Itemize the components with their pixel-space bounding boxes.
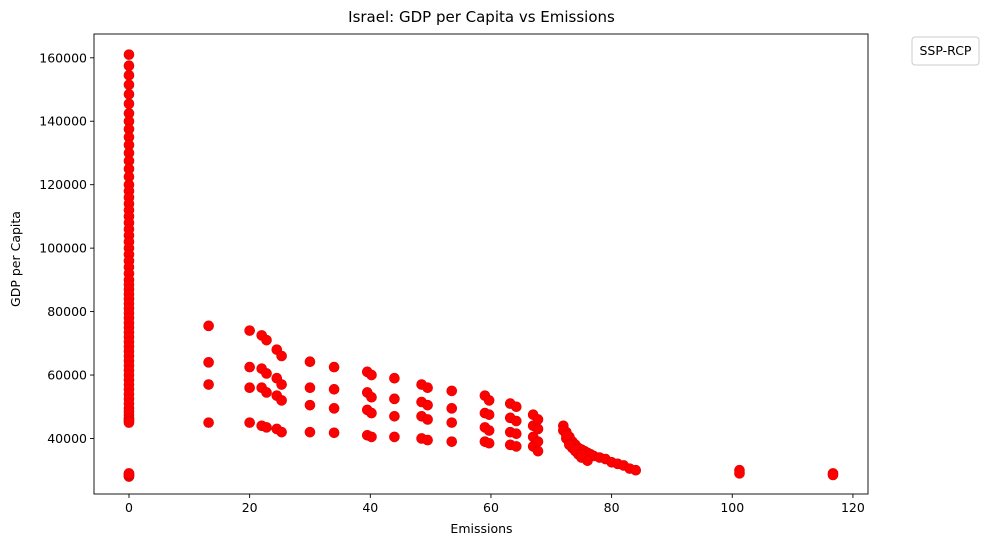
data-point [827, 469, 839, 481]
data-point [261, 387, 272, 398]
data-point [510, 441, 522, 452]
data-point [366, 391, 377, 403]
data-point [328, 384, 340, 395]
legend-title: SSP-RCP [920, 43, 972, 58]
data-point [123, 69, 135, 81]
data-point [510, 428, 522, 440]
x-tick-label: 20 [242, 500, 258, 515]
data-point [422, 399, 433, 411]
x-tick-label: 100 [720, 500, 744, 515]
data-point [389, 410, 400, 422]
data-point [734, 468, 745, 479]
data-point [123, 417, 135, 428]
data-point [630, 464, 642, 476]
data-point [123, 468, 135, 479]
data-point [422, 382, 433, 394]
data-point [328, 427, 340, 439]
data-point [446, 403, 458, 414]
x-tick-label: 80 [604, 500, 620, 515]
data-point [561, 430, 572, 441]
data-point [510, 415, 522, 427]
y-axis-label: GDP per Capita [8, 211, 23, 307]
data-point [203, 417, 214, 428]
legend: SSP-RCP [911, 36, 980, 66]
y-tick-label: 80000 [47, 304, 87, 319]
data-point [366, 369, 377, 381]
data-point [389, 431, 400, 443]
data-points [123, 49, 839, 482]
x-axis-label: Emissions [450, 521, 512, 536]
data-point [203, 357, 214, 368]
x-tick-label: 40 [362, 500, 378, 515]
data-point [244, 417, 255, 428]
data-point [276, 379, 287, 390]
data-point [203, 379, 214, 390]
data-point [328, 403, 340, 414]
x-tick-label: 120 [841, 500, 865, 515]
y-tick-label: 40000 [47, 431, 87, 446]
x-axis-ticks: 0 20 40 60 80 100 120 [125, 494, 865, 515]
data-point [261, 422, 272, 433]
data-point [261, 368, 272, 379]
data-point [446, 417, 458, 428]
data-point [389, 372, 400, 384]
data-point [366, 431, 377, 443]
y-tick-label: 140000 [39, 114, 87, 129]
x-tick-label: 60 [483, 500, 499, 515]
data-point [483, 437, 495, 449]
data-point [483, 425, 495, 436]
data-point [532, 436, 544, 447]
data-point [304, 399, 316, 411]
legend-box [911, 36, 980, 66]
data-point [446, 385, 458, 397]
y-axis-ticks: 40000 60000 80000 100000 120000 140000 160000 [39, 50, 94, 446]
data-point [389, 393, 400, 405]
data-point [532, 445, 544, 457]
data-point [304, 356, 316, 368]
data-point [366, 407, 377, 419]
data-point [123, 60, 135, 72]
data-point [532, 414, 544, 425]
y-tick-label: 120000 [39, 177, 87, 192]
data-point [510, 401, 522, 413]
data-point [328, 361, 340, 373]
data-point [203, 320, 214, 332]
chart-title: Israel: GDP per Capita vs Emissions [348, 8, 615, 26]
data-point [244, 361, 255, 373]
data-point [261, 334, 272, 346]
data-point [422, 414, 433, 425]
data-point [304, 426, 316, 438]
data-point [483, 395, 495, 406]
data-point [483, 409, 495, 420]
data-point [576, 449, 587, 460]
y-tick-label: 60000 [47, 368, 87, 383]
data-point [532, 423, 544, 435]
data-point [422, 434, 433, 446]
data-point [123, 49, 135, 60]
y-tick-label: 100000 [39, 241, 87, 256]
data-point [276, 350, 287, 362]
y-tick-label: 160000 [39, 50, 87, 65]
data-point [244, 325, 255, 336]
data-point [244, 382, 255, 394]
data-point [276, 395, 287, 406]
data-point [123, 98, 135, 110]
data-point [304, 382, 316, 394]
data-point [123, 79, 135, 91]
data-point [123, 88, 135, 100]
plot-frame [93, 33, 869, 495]
data-point [446, 436, 458, 447]
data-point [276, 426, 287, 438]
x-tick-label: 0 [125, 500, 133, 515]
